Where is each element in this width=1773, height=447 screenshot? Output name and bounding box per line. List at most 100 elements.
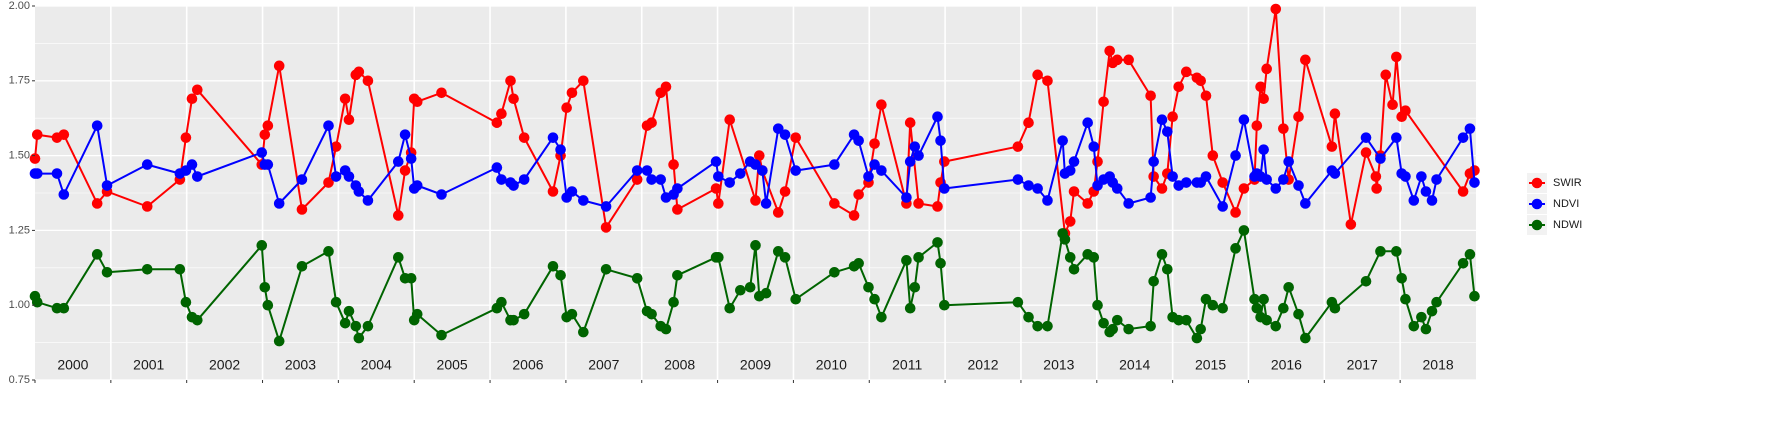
data-point <box>101 266 113 278</box>
data-point <box>631 165 643 176</box>
data-point <box>772 207 784 218</box>
data-point <box>578 326 589 338</box>
data-point <box>330 296 342 308</box>
data-point <box>1293 308 1304 320</box>
data-point <box>1360 275 1372 287</box>
data-point <box>1042 75 1053 87</box>
data-point <box>273 335 285 347</box>
data-point <box>1068 263 1080 275</box>
data-point <box>58 189 70 200</box>
data-point <box>578 75 589 87</box>
data-point <box>1457 258 1469 269</box>
data-point <box>518 174 530 185</box>
data-point <box>848 210 860 221</box>
data-point <box>1283 156 1294 167</box>
data-point <box>31 129 43 140</box>
data-point <box>1469 290 1480 302</box>
data-point <box>1431 174 1442 185</box>
data-point <box>1408 195 1420 206</box>
data-point <box>660 81 672 93</box>
data-point <box>547 261 559 272</box>
year-label: 2006 <box>512 357 543 373</box>
data-point <box>1068 156 1080 167</box>
data-point <box>508 180 519 191</box>
data-point <box>863 281 874 293</box>
data-point <box>904 156 916 167</box>
data-point <box>1098 96 1109 108</box>
data-point <box>1042 320 1053 332</box>
data-point <box>757 165 768 176</box>
data-point <box>772 246 784 257</box>
data-point <box>411 180 423 191</box>
data-point <box>753 150 765 161</box>
data-point <box>58 302 70 314</box>
data-point <box>1293 180 1304 191</box>
data-point <box>1092 299 1103 311</box>
data-point <box>1400 105 1411 117</box>
data-point <box>1111 314 1123 326</box>
data-point <box>518 308 530 320</box>
data-point <box>51 168 63 179</box>
data-point <box>1059 234 1071 245</box>
data-point <box>1145 192 1156 203</box>
data-point <box>672 204 683 215</box>
data-point <box>1012 296 1024 308</box>
data-point <box>1217 302 1228 314</box>
data-point <box>1111 183 1123 194</box>
data-point <box>259 129 271 140</box>
data-point <box>760 198 772 209</box>
legend-label: NDWI <box>1553 219 1582 231</box>
data-point <box>641 165 653 176</box>
data-point <box>863 171 874 182</box>
data-point <box>1023 117 1034 128</box>
data-point <box>29 153 41 164</box>
data-point <box>1278 174 1289 185</box>
data-point <box>1387 99 1398 111</box>
data-point <box>180 132 192 143</box>
year-label: 2001 <box>133 357 164 373</box>
data-point <box>1360 147 1372 158</box>
data-point <box>505 75 516 87</box>
data-point <box>1329 168 1341 179</box>
data-point <box>1042 195 1053 206</box>
data-point <box>566 308 578 320</box>
data-point <box>1230 207 1241 218</box>
data-point <box>192 171 203 182</box>
data-point <box>1345 219 1357 230</box>
data-point <box>876 99 887 111</box>
data-point <box>939 156 950 167</box>
data-point <box>1082 198 1093 209</box>
y-tick-label: 1.75 <box>9 75 30 87</box>
data-point <box>939 299 950 311</box>
data-point <box>1238 225 1250 236</box>
data-point <box>192 84 203 96</box>
data-point <box>655 174 666 185</box>
data-point <box>724 177 736 188</box>
data-point <box>1023 180 1034 191</box>
data-point <box>1457 132 1469 143</box>
data-point <box>353 332 365 344</box>
data-point <box>1217 177 1228 188</box>
data-point <box>1012 174 1024 185</box>
data-point <box>1148 171 1159 182</box>
data-point <box>491 117 503 128</box>
data-point <box>1300 198 1311 209</box>
data-point <box>1173 81 1184 93</box>
data-point <box>1111 54 1123 66</box>
data-point <box>399 165 411 176</box>
data-point <box>829 198 840 209</box>
data-point <box>744 281 756 293</box>
data-point <box>262 120 274 131</box>
data-point <box>1092 156 1103 167</box>
data-point <box>750 240 761 251</box>
data-point <box>323 177 334 188</box>
data-point <box>91 120 103 131</box>
data-point <box>392 156 404 167</box>
data-point <box>1426 195 1438 206</box>
data-point <box>362 320 374 332</box>
legend-marker <box>1531 198 1543 210</box>
data-point <box>631 174 643 185</box>
data-point <box>1261 174 1272 185</box>
data-point <box>141 201 153 212</box>
data-point <box>1057 135 1068 146</box>
